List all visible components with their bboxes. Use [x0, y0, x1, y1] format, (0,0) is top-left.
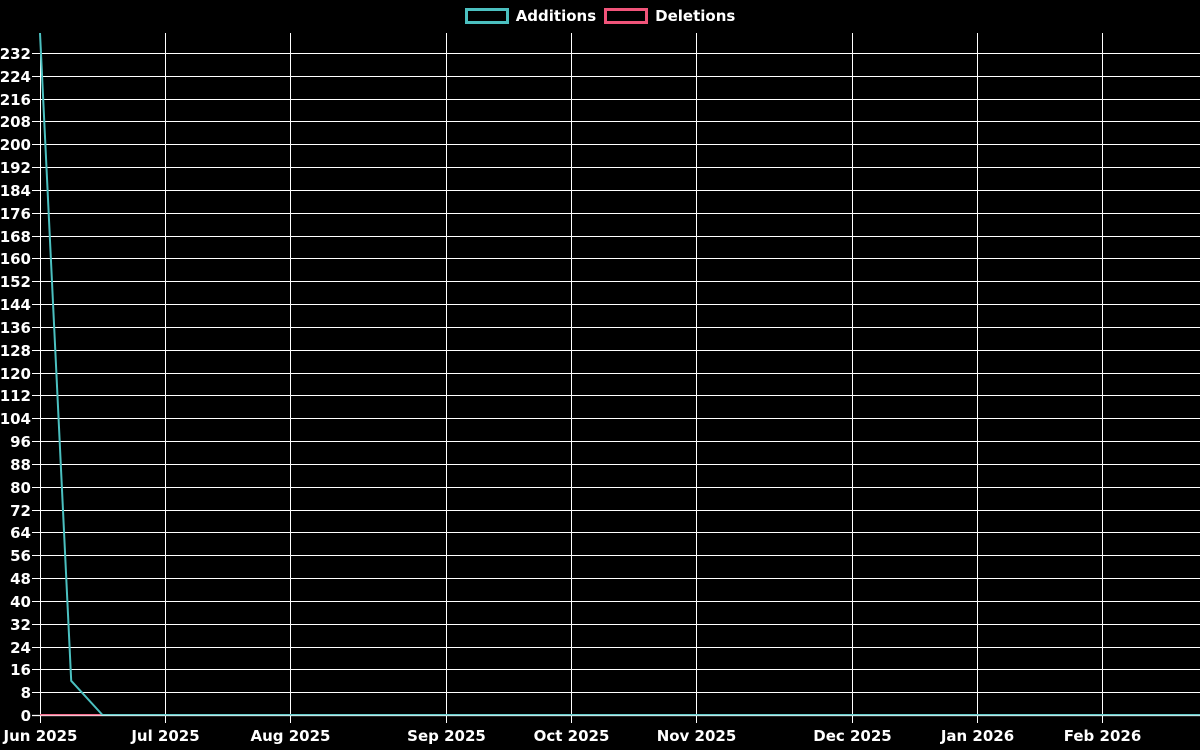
y-axis-tick-label: 56: [10, 547, 31, 565]
x-axis-tick-label: Sep 2025: [407, 727, 486, 745]
x-axis-tick-label: Feb 2026: [1064, 727, 1142, 745]
y-axis-tick-label: 200: [0, 136, 31, 154]
y-axis-tick-label: 16: [10, 661, 31, 679]
y-axis-tick-label: 24: [10, 639, 31, 657]
chart-legend: Additions Deletions: [0, 7, 1200, 25]
y-axis-tick-label: 96: [10, 433, 31, 451]
y-axis-tick-label: 72: [10, 502, 31, 520]
y-axis-tick-label: 64: [10, 524, 31, 542]
y-axis-tick-label: 208: [0, 113, 31, 131]
y-axis-tick-label: 48: [10, 570, 31, 588]
y-axis-tick-label: 152: [0, 273, 31, 291]
x-axis-tick-label: Jul 2025: [130, 727, 199, 745]
legend-item-deletions[interactable]: Deletions: [604, 7, 735, 25]
y-axis-tick-label: 80: [10, 479, 31, 497]
y-axis-tick-label: 168: [0, 228, 31, 246]
x-axis-tick-label: Jan 2026: [940, 727, 1014, 745]
deletions-swatch-icon: [604, 8, 649, 24]
y-axis-tick-label: 136: [0, 319, 31, 337]
y-axis-tick-label: 160: [0, 250, 31, 268]
x-axis-tick-label: Oct 2025: [534, 727, 610, 745]
y-axis-tick-label: 224: [0, 68, 31, 86]
y-axis-tick-label: 128: [0, 342, 31, 360]
x-axis-tick-label: Nov 2025: [657, 727, 737, 745]
additions-swatch-icon: [464, 8, 509, 24]
legend-label-deletions: Deletions: [655, 7, 736, 25]
legend-label-additions: Additions: [515, 7, 597, 25]
y-axis-tick-label: 184: [0, 182, 31, 200]
x-axis-tick-label: Dec 2025: [813, 727, 892, 745]
y-axis-tick-label: 144: [0, 296, 31, 314]
y-axis-tick-label: 120: [0, 365, 31, 383]
y-axis-tick-label: 192: [0, 159, 31, 177]
y-axis-tick-label: 8: [21, 684, 31, 702]
y-axis-tick-label: 32: [10, 616, 31, 634]
y-axis-tick-label: 104: [0, 410, 31, 428]
y-axis-tick-label: 216: [0, 91, 31, 109]
legend-item-additions[interactable]: Additions: [464, 7, 597, 25]
y-axis-tick-label: 112: [0, 387, 31, 405]
x-axis-tick-label: Jun 2025: [3, 727, 78, 745]
x-axis-tick-label: Aug 2025: [251, 727, 331, 745]
y-axis-tick-label: 0: [21, 707, 31, 725]
y-axis-tick-label: 232: [0, 45, 31, 63]
y-axis-tick-label: 88: [10, 456, 31, 474]
y-axis-tick-label: 176: [0, 205, 31, 223]
y-axis-tick-label: 40: [10, 593, 31, 611]
